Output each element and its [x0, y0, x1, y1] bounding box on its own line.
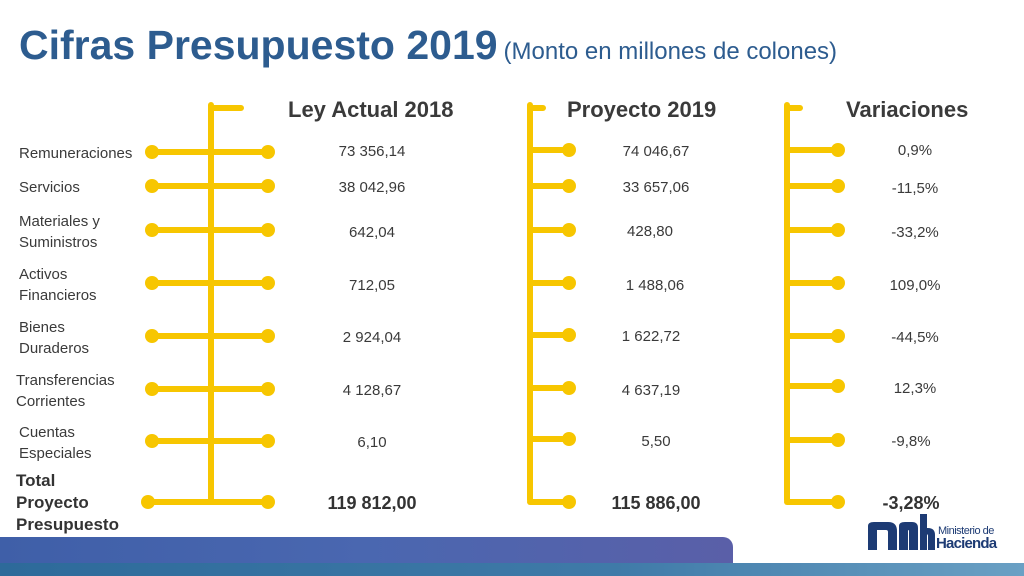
row-label-line: Activos: [19, 266, 68, 283]
variaciones-spine: [784, 102, 803, 503]
connector-dot: [261, 276, 275, 290]
row-label-line: Suministros: [19, 234, 98, 251]
connector-dot: [261, 329, 275, 343]
variacion-total-value: -3,28%: [882, 493, 940, 513]
column-header-variaciones: Variaciones: [846, 97, 969, 122]
connector-dot: [141, 495, 155, 509]
ley-value: 642,04: [349, 224, 395, 241]
connector-dot: [145, 223, 159, 237]
row-label-line: Bienes: [19, 319, 65, 336]
proyecto-value: 4 637,19: [621, 382, 681, 399]
proyecto-value: 1 622,72: [621, 328, 681, 345]
connector-dot: [145, 329, 159, 343]
row-label-line: Materiales y: [19, 213, 100, 230]
row-label-line: Transferencias: [16, 372, 115, 389]
proyecto-value: 428,80: [627, 223, 673, 240]
ministerio-hacienda-logo: Ministerio de Hacienda: [868, 514, 1008, 554]
connector-dot: [261, 145, 275, 159]
row-label-line: Presupuesto: [16, 515, 119, 534]
connector-dot: [562, 432, 576, 446]
connector-dot: [261, 434, 275, 448]
connector-dot: [831, 379, 845, 393]
row-label-line: Remuneraciones: [19, 145, 133, 162]
row-label-line: Duraderos: [19, 340, 90, 357]
ley-value: 73 356,14: [338, 143, 406, 160]
proyecto-value: 5,50: [641, 433, 671, 450]
connector-dot: [831, 433, 845, 447]
connector-dot: [831, 223, 845, 237]
connector-dot: [562, 381, 576, 395]
connector-dot: [831, 276, 845, 290]
connector-dot: [831, 495, 845, 509]
row-label-activos: Activos Financieros: [19, 264, 97, 306]
row-label-remuneraciones: Remuneraciones: [19, 143, 132, 164]
connector-dot: [145, 382, 159, 396]
footer-band: [0, 537, 733, 563]
row-label-line: Corrientes: [16, 393, 86, 410]
connector-dot: [261, 179, 275, 193]
logo-text-hacienda: Hacienda: [936, 535, 997, 552]
proyecto-value: 33 657,06: [622, 179, 690, 196]
row-label-line: Financieros: [19, 287, 97, 304]
ley-value: 712,05: [349, 277, 395, 294]
variacion-value: 0,9%: [897, 142, 933, 159]
connector-dot: [562, 276, 576, 290]
row-label-servicios: Servicios: [19, 177, 80, 198]
connector-dot: [261, 223, 275, 237]
ley-value: 2 924,04: [342, 329, 402, 346]
connector-dot: [831, 179, 845, 193]
connector-dot: [562, 143, 576, 157]
connector-dot: [145, 434, 159, 448]
row-label-line: Cuentas: [19, 424, 75, 441]
variacion-value: -9,8%: [891, 433, 931, 450]
proyecto-spine: [527, 102, 546, 503]
connector-dot: [145, 145, 159, 159]
connector-dot: [562, 223, 576, 237]
variacion-value: -44,5%: [891, 329, 939, 346]
connector-dot: [831, 143, 845, 157]
ley-value: 4 128,67: [342, 382, 402, 399]
proyecto-total-value: 115 886,00: [611, 493, 701, 513]
connector-dot: [562, 495, 576, 509]
ley-total-value: 119 812,00: [327, 493, 417, 513]
proyecto-value: 1 488,06: [625, 277, 685, 294]
row-label-transferencias: Transferencias Corrientes: [16, 370, 115, 412]
variacion-value: 12,3%: [893, 380, 937, 397]
mh-logo-icon: [868, 514, 935, 550]
connector-dot: [831, 329, 845, 343]
connector-dot: [145, 276, 159, 290]
proyecto-value: 74 046,67: [622, 143, 690, 160]
connector-dot: [261, 495, 275, 509]
connector-dot: [562, 179, 576, 193]
row-label-line: Servicios: [19, 179, 80, 196]
column-header-proyecto: Proyecto 2019: [567, 97, 717, 122]
row-label-materiales: Materiales y Suministros: [19, 211, 100, 253]
slide-title-main: Cifras Presupuesto 2019: [19, 22, 498, 68]
footer-bar: [0, 563, 1024, 576]
row-label-bienes: Bienes Duraderos: [19, 317, 89, 359]
variacion-value: -11,5%: [891, 180, 939, 197]
row-label-cuentas: Cuentas Especiales: [19, 422, 92, 464]
column-header-ley-actual: Ley Actual 2018: [288, 97, 454, 122]
variacion-value: 109,0%: [889, 277, 941, 294]
ley-spine: [208, 102, 244, 503]
row-label-line: Especiales: [19, 445, 92, 462]
variacion-value: -33,2%: [891, 224, 939, 241]
ley-value: 38 042,96: [338, 179, 406, 196]
logo-text-ministerio: Ministerio de: [938, 525, 994, 537]
ley-value: 6,10: [357, 434, 387, 451]
connector-dot: [261, 382, 275, 396]
slide-title-subtitle: (Monto en millones de colones): [503, 38, 838, 65]
row-label-line: Total: [16, 471, 56, 490]
connector-dot: [562, 328, 576, 342]
slide-title: Cifras Presupuesto 2019 (Monto en millone…: [19, 22, 837, 69]
connector-dot: [145, 179, 159, 193]
row-label-line: Proyecto: [16, 493, 89, 512]
row-label-total: Total Proyecto Presupuesto: [16, 470, 119, 536]
